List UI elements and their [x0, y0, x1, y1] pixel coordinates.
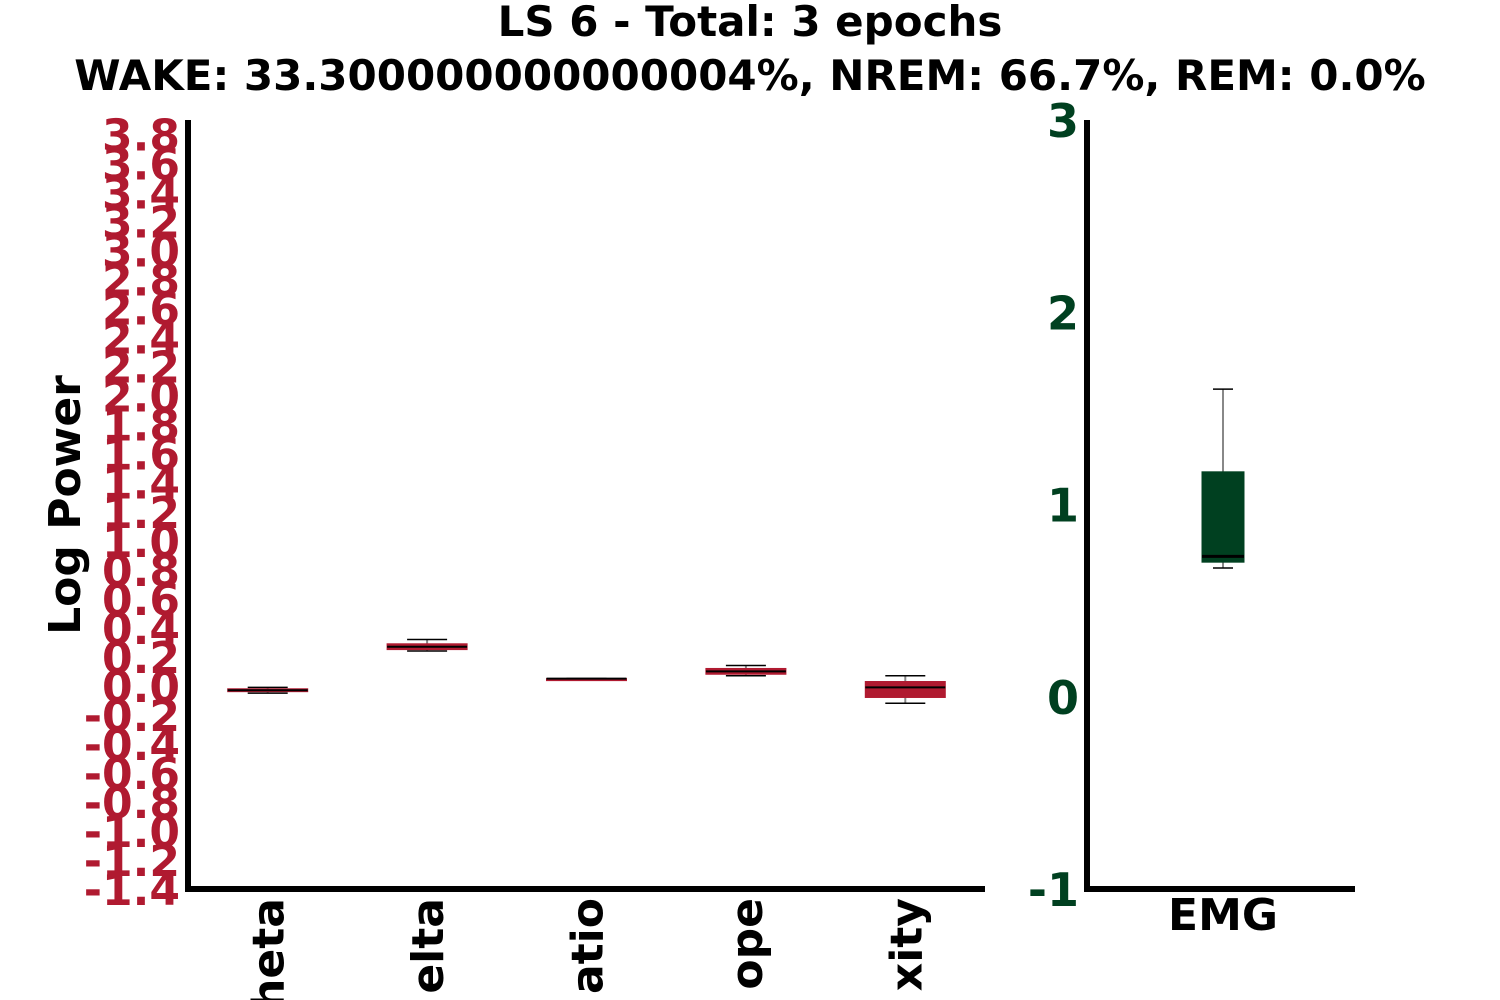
- left-y-tick-label: -1.2: [84, 836, 180, 887]
- left-y-axis-label: Log Power: [40, 375, 91, 635]
- left-panel: -1.4-1.2-1.0-0.8-0.6-0.4-0.20.00.20.40.6…: [84, 111, 985, 1000]
- x-tick-label-slope: ope: [722, 898, 773, 990]
- left-y-tick-label: 1.8: [102, 401, 180, 452]
- left-y-tick-label: 0.2: [102, 633, 180, 684]
- left-y-tick-label: 0.6: [102, 575, 180, 626]
- right-y-tick-label: 2: [1047, 286, 1079, 340]
- left-y-tick-label: -0.8: [84, 778, 180, 829]
- x-tick-label-EMG: EMG: [1168, 890, 1278, 941]
- left-y-tick-label: 1.0: [102, 517, 180, 568]
- left-y-tick-label: -0.2: [84, 691, 180, 742]
- right-y-tick-label: 3: [1047, 94, 1079, 148]
- left-y-tick-label: 3.2: [102, 198, 180, 249]
- left-y-tick-label: 1.4: [102, 459, 180, 510]
- right-y-tick-label: 0: [1047, 671, 1079, 725]
- right-y-tick-label: -1: [1028, 863, 1079, 917]
- x-tick-label-complexity: xity: [881, 898, 932, 991]
- x-tick-label-ratio: atio: [563, 898, 614, 994]
- left-y-tick-label: -1.0: [84, 807, 180, 858]
- right-y-tick-label: 1: [1047, 479, 1079, 533]
- x-tick-label-theta: heta: [244, 898, 295, 1000]
- box-complexity: [864, 681, 946, 698]
- left-y-tick-label: -1.4: [84, 865, 180, 916]
- left-y-tick-label: 3.6: [102, 140, 180, 191]
- left-y-tick-label: 3.8: [102, 111, 180, 162]
- right-panel: -1 0 1 2 3 EMG: [1028, 94, 1355, 941]
- left-y-tick-label: 3.0: [102, 227, 180, 278]
- left-y-tick-label: 1.6: [102, 430, 180, 481]
- box-EMG: [1201, 471, 1245, 563]
- x-tick-label-delta: elta: [403, 898, 454, 994]
- left-y-tick-label: 2.0: [102, 372, 180, 423]
- left-y-tick-label: 0.4: [102, 604, 180, 655]
- left-y-tick-label: 3.4: [102, 169, 180, 220]
- left-y-tick-label: -0.4: [84, 720, 180, 771]
- left-y-tick-label: 0.8: [102, 546, 180, 597]
- left-y-tick-label: 2.4: [102, 314, 180, 365]
- left-y-tick-label: 1.2: [102, 488, 180, 539]
- chart-title-line2: WAKE: 33.300000000000004%, NREM: 66.7%, …: [74, 51, 1425, 100]
- left-y-tick-label: -0.6: [84, 749, 180, 800]
- left-y-tick-label: 0.0: [102, 662, 180, 713]
- left-y-tick-label: 2.6: [102, 285, 180, 336]
- left-y-tick-label: 2.8: [102, 256, 180, 307]
- chart-title-line1: LS 6 - Total: 3 epochs: [498, 0, 1003, 46]
- left-y-tick-label: 2.2: [102, 343, 180, 394]
